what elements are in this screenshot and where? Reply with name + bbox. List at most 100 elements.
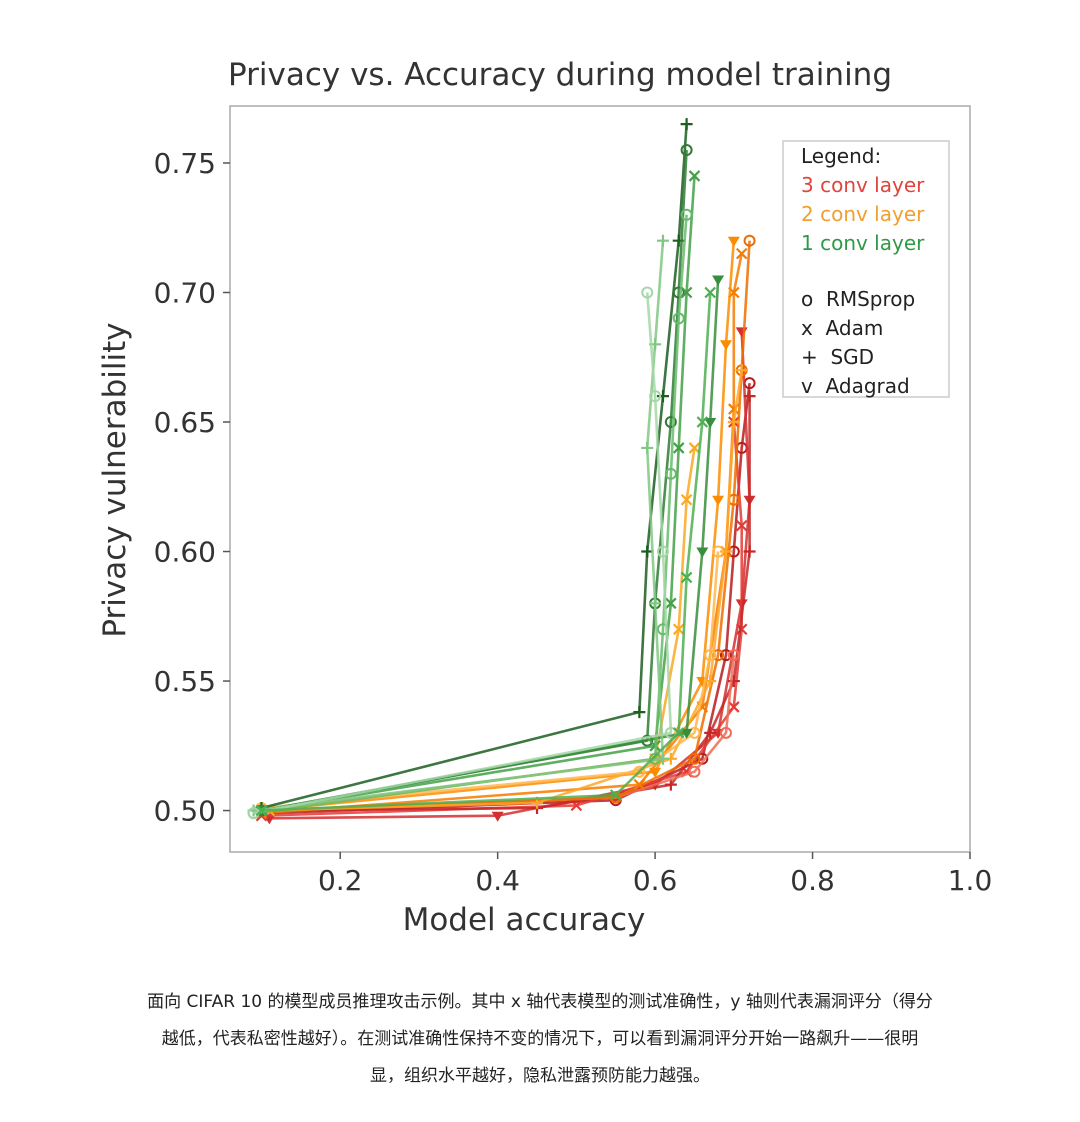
data-point — [672, 442, 685, 454]
x-tick-label: 0.2 — [318, 864, 363, 897]
y-tick-label: 0.65 — [154, 406, 216, 439]
data-point — [743, 390, 756, 403]
data-point — [735, 364, 748, 377]
series-layer — [247, 118, 756, 825]
data-point — [664, 726, 677, 739]
axes-layer: 0.2 0.4 0.6 0.8 1.0 0.50 0.55 0.60 0.65 0.70 0.75 — [154, 147, 993, 897]
data-point — [672, 727, 685, 739]
data-point — [719, 545, 732, 558]
data-point — [743, 545, 756, 558]
data-point — [735, 247, 748, 260]
legend-entry-sgd: + SGD — [801, 345, 874, 369]
y-tick-label: 0.50 — [154, 795, 216, 828]
data-point — [633, 765, 646, 778]
data-point — [656, 545, 669, 558]
data-point — [672, 286, 685, 299]
data-point — [696, 547, 709, 558]
data-point — [704, 418, 717, 429]
series-14 — [255, 170, 701, 817]
legend-entry-adam: x Adam — [801, 316, 883, 340]
x-tick-label: 0.4 — [475, 864, 520, 897]
data-point — [672, 312, 685, 325]
legend-entry-adagrad: v Adagrad — [801, 374, 910, 398]
data-point — [688, 442, 701, 454]
data-point — [680, 118, 693, 131]
y-tick-label: 0.75 — [154, 147, 216, 180]
data-point — [735, 519, 748, 532]
data-point — [633, 706, 646, 719]
series-line — [261, 240, 736, 812]
data-point — [727, 236, 740, 247]
data-point — [609, 791, 622, 804]
y-axis-label: Privacy vulnerability — [97, 322, 133, 637]
data-point — [680, 493, 693, 506]
data-point — [641, 441, 654, 454]
data-point — [696, 416, 709, 428]
data-point — [649, 597, 662, 610]
legend-title: Legend: — [801, 144, 881, 168]
data-point — [649, 767, 662, 778]
data-point — [656, 623, 669, 636]
data-point — [727, 416, 740, 429]
series-line — [261, 124, 688, 810]
series-line — [269, 383, 751, 815]
data-point — [688, 765, 701, 778]
figure-caption: 面向 CIFAR 10 的模型成员推理攻击示例。其中 x 轴代表模型的测试准确性… — [40, 984, 1040, 1095]
series-line — [253, 292, 673, 815]
data-point — [672, 623, 685, 636]
data-point — [688, 170, 701, 182]
data-point — [727, 649, 740, 662]
data-point — [491, 811, 504, 822]
caption-line-1: 面向 CIFAR 10 的模型成员推理攻击示例。其中 x 轴代表模型的测试准确性… — [147, 992, 933, 1012]
data-point — [649, 390, 662, 403]
data-point — [743, 234, 756, 247]
data-point — [735, 623, 748, 636]
series-line — [261, 292, 712, 812]
data-point — [680, 571, 693, 584]
data-point — [656, 390, 669, 403]
caption-line-3: 显，组织水平越好，隐私泄露预防能力越强。 — [370, 1066, 710, 1086]
series-18 — [255, 286, 716, 817]
data-point — [680, 208, 693, 221]
legend: Legend: 3 conv layer 2 conv layer 1 conv… — [782, 140, 950, 398]
data-point — [712, 545, 725, 558]
legend-entry-rmsprop: o RMSprop — [801, 287, 915, 311]
legend-entry-3-conv: 3 conv layer — [801, 173, 925, 197]
data-point — [704, 286, 716, 299]
legend-box — [782, 140, 950, 398]
series-line — [261, 551, 720, 810]
data-point — [680, 728, 693, 739]
data-point — [633, 778, 646, 791]
data-point — [656, 752, 669, 765]
x-tick-label: 0.8 — [790, 864, 835, 897]
y-tick-label: 0.70 — [154, 277, 216, 310]
data-point — [680, 144, 693, 157]
data-point — [712, 275, 725, 286]
caption-line-2: 越低，代表私密性越好）。在测试准确性保持不变的情况下，可以看到漏洞评分开始一路飙… — [161, 1029, 919, 1049]
data-point — [728, 701, 740, 713]
data-point — [664, 416, 677, 429]
y-tick-label: 0.55 — [154, 665, 216, 698]
data-point — [704, 649, 717, 662]
x-tick-label: 1.0 — [948, 864, 993, 897]
data-point — [688, 752, 701, 765]
data-point — [609, 789, 622, 801]
data-point — [680, 286, 693, 299]
data-point — [712, 495, 725, 506]
privacy-accuracy-chart: Privacy vs. Accuracy during model traini… — [97, 57, 993, 938]
data-point — [656, 234, 669, 247]
data-point — [704, 726, 717, 739]
data-point — [719, 726, 732, 739]
series-line — [253, 240, 665, 812]
x-axis-label: Model accuracy — [403, 902, 646, 938]
data-point — [664, 467, 677, 480]
data-point — [641, 286, 654, 299]
data-point — [719, 340, 732, 351]
legend-entry-1-conv: 1 conv layer — [801, 231, 925, 255]
y-tick-label: 0.60 — [154, 536, 216, 569]
legend-entry-2-conv: 2 conv layer — [801, 202, 925, 226]
series-line — [261, 175, 696, 812]
chart-title: Privacy vs. Accuracy during model traini… — [228, 57, 892, 93]
data-point — [665, 597, 677, 610]
x-tick-label: 0.6 — [633, 864, 678, 897]
